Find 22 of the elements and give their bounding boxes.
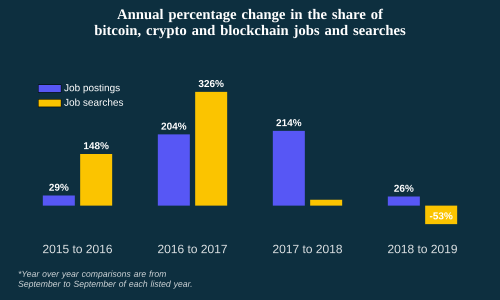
text: *Year over year comparisons are from September to September of each listed year.: [18, 270, 192, 289]
bar: [388, 196, 420, 206]
bar: [310, 200, 342, 206]
x-tick-label: 2015 to 2016: [43, 244, 112, 254]
data-label: 214%: [276, 119, 302, 126]
data-label: 29%: [49, 184, 69, 191]
data-label: 26%: [394, 184, 414, 192]
x-tick-label: 2016 to 2017: [158, 244, 227, 254]
data-label: 204%: [161, 122, 186, 130]
bar: [80, 154, 112, 206]
data-label: 148%: [84, 142, 109, 150]
legend-label: Job searches: [64, 98, 124, 106]
x-tick-label: 2017 to 2018: [273, 244, 342, 254]
data-label: -53%: [430, 212, 453, 220]
bar: [158, 134, 190, 206]
chart-title: Annual percentage change in the share of bitcoin, crypto and blockchain jobs and searches: [94, 8, 406, 38]
bar: [42, 196, 75, 206]
x-tick-label: 2018 to 2019: [388, 244, 457, 254]
legend-label: Job postings: [64, 84, 120, 94]
bar: [272, 130, 305, 206]
data-label: 326%: [198, 80, 224, 88]
bar: [195, 92, 228, 206]
